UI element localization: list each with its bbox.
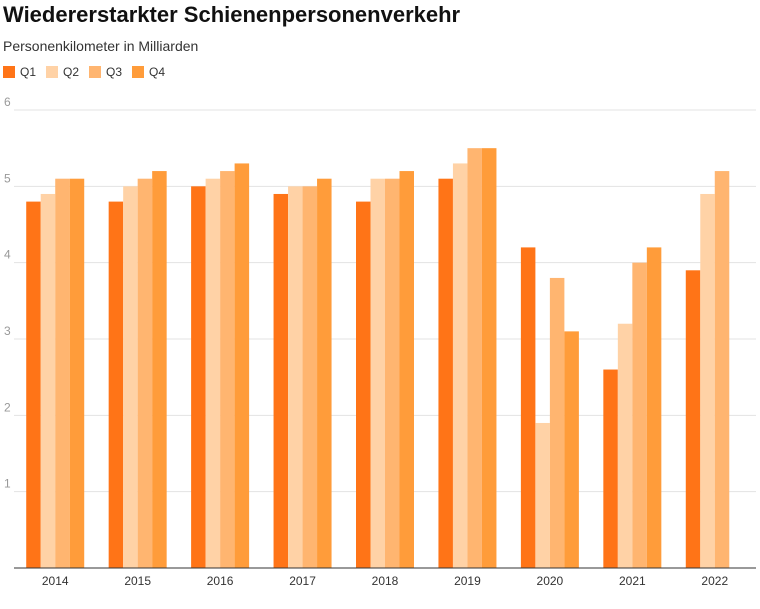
legend-item-q4: Q4 — [132, 65, 165, 79]
bar-q3-2016 — [220, 171, 235, 569]
x-tick-label: 2021 — [619, 574, 646, 588]
y-tick-label: 4 — [4, 248, 11, 262]
legend-swatch-q1 — [3, 66, 15, 78]
bar-q1-2021 — [603, 369, 618, 568]
legend-swatch-q2 — [46, 66, 59, 78]
bar-q4-2017 — [317, 178, 332, 568]
x-axis-ticks: 2014 2015 2016 2017 2018 2019 2020 2021 2022 — [42, 574, 729, 588]
bar-q4-2019 — [481, 148, 497, 568]
y-axis-ticks: 1 2 3 4 5 6 — [4, 95, 11, 491]
x-tick-label: 2018 — [372, 574, 399, 588]
bar-q3-2021 — [632, 262, 647, 568]
bar-q4-2021 — [646, 247, 662, 568]
bar-q4-2015 — [152, 171, 167, 569]
y-tick-label: 1 — [4, 477, 11, 491]
x-tick-label: 2019 — [454, 574, 481, 588]
bar-q2-2015 — [123, 186, 138, 569]
bar-q3-2018 — [385, 178, 400, 568]
bar-q1-2017 — [273, 193, 289, 568]
legend-item-q2: Q2 — [46, 65, 79, 79]
bar-q2-2018 — [370, 178, 385, 568]
bar-q2-2019 — [452, 163, 468, 568]
bar-q1-2020 — [520, 247, 536, 568]
legend-swatch-q3 — [89, 66, 102, 78]
bar-q3-2020 — [549, 277, 565, 568]
legend-label-q2: Q2 — [63, 65, 80, 79]
bar-q3-2019 — [467, 148, 482, 568]
y-tick-label: 3 — [4, 324, 11, 338]
legend-item-q1: Q1 — [3, 65, 36, 79]
bar-q1-2014 — [26, 201, 41, 568]
legend: Q1 Q2 Q3 Q4 — [3, 65, 175, 79]
bar-q4-2016 — [234, 163, 250, 568]
bar-q4-2014 — [69, 178, 85, 568]
legend-item-q3: Q3 — [89, 65, 122, 79]
bar-q1-2016 — [191, 186, 206, 569]
bar-q3-2014 — [55, 178, 70, 568]
bar-q2-2020 — [535, 422, 550, 568]
y-tick-label: 5 — [4, 171, 11, 185]
x-tick-label: 2022 — [701, 574, 728, 588]
legend-label-q1: Q1 — [20, 65, 37, 79]
chart-title: Wiedererstarkter Schienenpersonenverkehr — [3, 2, 461, 27]
legend-swatch-q4 — [132, 66, 145, 78]
x-tick-label: 2014 — [42, 574, 69, 588]
bar-q2-2017 — [288, 186, 303, 569]
y-tick-label: 2 — [4, 400, 11, 414]
x-tick-label: 2020 — [537, 574, 564, 588]
x-tick-label: 2015 — [124, 574, 151, 588]
bar-q2-2021 — [617, 323, 633, 568]
chart-subtitle: Personenkilometer in Milliarden — [3, 38, 199, 54]
bar-q1-2018 — [356, 201, 371, 568]
legend-label-q4: Q4 — [149, 65, 166, 79]
legend-label-q3: Q3 — [106, 65, 123, 79]
x-tick-label: 2016 — [207, 574, 234, 588]
x-tick-label: 2017 — [289, 574, 316, 588]
bar-q2-2014 — [40, 193, 56, 568]
bar-q1-2019 — [438, 178, 453, 568]
bar-q3-2015 — [137, 178, 153, 568]
bar-q4-2018 — [399, 171, 414, 569]
y-tick-label: 6 — [4, 95, 11, 109]
bar-q2-2022 — [700, 193, 715, 568]
bar-q1-2022 — [685, 270, 701, 568]
bar-q1-2015 — [108, 201, 124, 568]
bar-q4-2020 — [564, 331, 579, 568]
bar-q3-2017 — [302, 186, 318, 569]
bar-q2-2016 — [205, 178, 221, 568]
bars — [26, 148, 730, 569]
bar-q3-2022 — [714, 171, 730, 569]
